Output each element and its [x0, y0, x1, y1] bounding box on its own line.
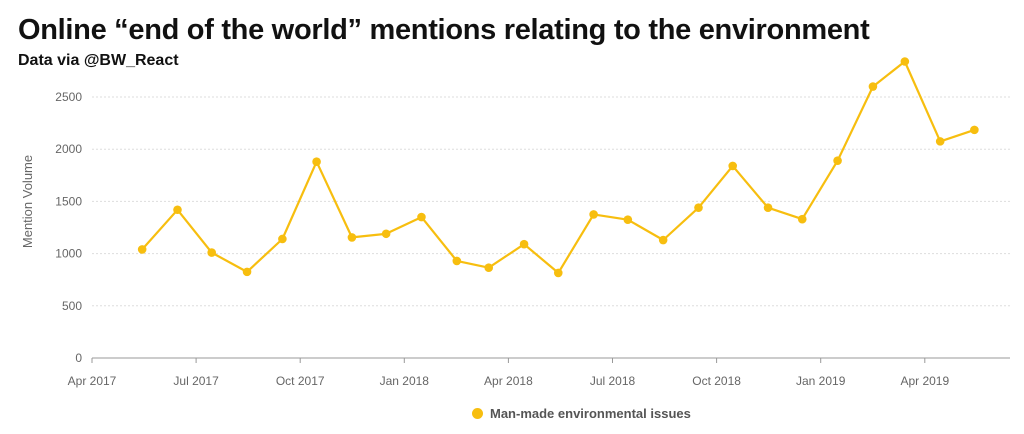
legend[interactable]: Man-made environmental issues	[472, 406, 691, 421]
y-tick-label: 2000	[55, 142, 82, 156]
data-point	[207, 248, 217, 257]
data-point	[381, 229, 391, 239]
data-point	[797, 214, 807, 224]
data-point	[658, 235, 668, 245]
data-point	[935, 137, 945, 146]
y-tick-label: 1000	[55, 247, 82, 261]
y-tick-label: 2500	[55, 90, 82, 104]
x-tick-label: Jul 2018	[590, 374, 636, 388]
series-line	[141, 60, 975, 274]
data-point	[519, 239, 529, 249]
y-axis-label: Mention Volume	[20, 155, 35, 248]
data-point	[484, 263, 494, 272]
data-point	[868, 82, 878, 91]
legend-marker	[472, 408, 483, 419]
data-point	[173, 205, 182, 215]
data-point	[553, 268, 563, 278]
data-point	[312, 157, 321, 167]
data-point	[278, 234, 287, 244]
y-tick-label: 0	[75, 351, 82, 365]
data-point	[694, 203, 703, 212]
data-point	[452, 256, 462, 266]
y-tick-label: 1500	[55, 194, 82, 208]
data-point	[728, 161, 738, 171]
x-tick-label: Oct 2018	[692, 374, 741, 388]
legend-label: Man-made environmental issues	[490, 406, 691, 421]
chart-title: Online “end of the world” mentions relat…	[18, 14, 870, 46]
x-tick-label: Apr 2018	[484, 374, 533, 388]
data-point	[242, 267, 252, 277]
data-point	[137, 245, 147, 254]
x-tick-label: Oct 2017	[276, 374, 325, 388]
data-point	[833, 156, 842, 165]
y-tick-label: 500	[62, 299, 82, 313]
x-tick-label: Jan 2018	[380, 374, 430, 388]
data-point	[763, 203, 773, 212]
data-point	[589, 210, 598, 219]
x-tick-label: Apr 2017	[68, 374, 117, 388]
x-tick-label: Jan 2019	[796, 374, 846, 388]
x-tick-label: Apr 2019	[900, 374, 949, 388]
data-point	[417, 212, 426, 222]
data-point	[623, 215, 633, 224]
data-point	[900, 57, 910, 66]
x-tick-label: Jul 2017	[173, 374, 219, 388]
data-point	[970, 125, 979, 135]
chart-subtitle: Data via @BW_React	[18, 52, 179, 69]
data-point	[347, 233, 357, 242]
